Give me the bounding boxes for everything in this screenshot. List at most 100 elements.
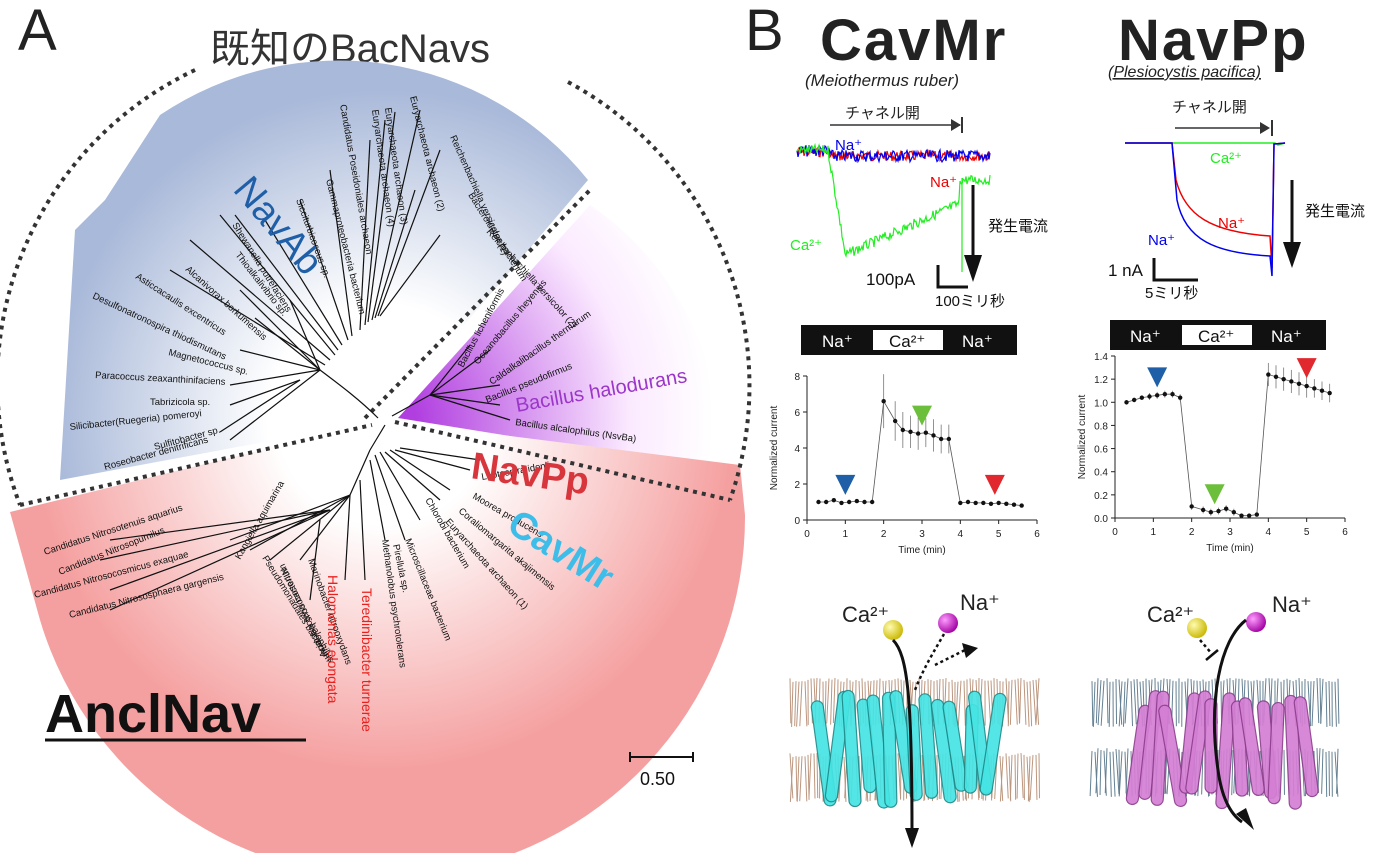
data-point [1162,391,1168,397]
lipid-tail [795,756,798,802]
x-tick-label: 1 [843,529,849,540]
ancinav-label: AnclNav [45,684,261,744]
data-point [1312,386,1317,391]
x-tick-label: 4 [1266,527,1272,538]
navpp-trace-red [1125,142,1286,269]
data-point [1319,388,1325,393]
lipid-tail [1124,678,1129,724]
cavmr-na-dotted-arrow-2 [934,648,966,667]
data-point [1327,390,1332,396]
dotted-divider-left [19,423,373,507]
data-point [1147,394,1152,399]
data-point [869,499,875,505]
data-point [1124,400,1129,405]
scale-bar: 0.50 [629,752,694,789]
lipid-tail [830,679,833,725]
data-point [1177,395,1183,400]
time-marker-triangle [912,405,932,426]
protein-helix [1158,704,1188,808]
cavmr-normalized-current-chart: 0 1 2 3 4 5 6 0 2 4 6 8 Time (min) Normalized current [769,372,1040,556]
data-point [881,399,886,404]
tree-branches-bacillus [391,344,511,421]
cavmr-traces: チャネル開 Na⁺ Na⁺ Ca²⁺ 発生電流 100pA 100ミリ秒 [790,105,1048,310]
cavmr-ca-permeation-arrow [891,638,914,836]
lipid-tail [804,756,808,802]
data-point [1266,372,1271,377]
y-tick-label: 0 [794,516,800,527]
x-axis-label: Time (min) [898,545,945,556]
navpp-title: NavPp [1118,8,1309,73]
data-point [816,499,821,505]
lipid-tail [999,756,1004,802]
lipid-tail [1017,678,1021,724]
lipid-tail [796,756,800,802]
cavmr-solution-bar: Na⁺ Ca²⁺ Na⁺ [801,325,1017,355]
data-point [1304,383,1309,389]
protein-helix [942,700,968,792]
y-tick-label: 6 [794,408,800,419]
lipid-tail [1336,748,1339,794]
solution-label: Na⁺ [1130,327,1161,346]
data-point [1170,391,1175,397]
tree-branches-navab [169,109,441,441]
navpp-species: (Plesiocystis pacifica) [1108,64,1261,81]
lipid-tail [1115,679,1118,725]
lipid-tail [808,753,812,799]
data-point [931,433,936,438]
calcium-ion-icon [883,620,903,640]
data-point [1254,512,1260,517]
cavmr-scale-bar [936,265,968,289]
y-tick-label: 1.4 [1094,352,1108,363]
lipid-tail [1325,751,1328,797]
y-tick-label: 0.6 [1094,445,1108,456]
lipid-tail [1035,754,1038,800]
y-tick-label: 8 [794,372,800,383]
data-point [1200,507,1206,513]
lipid-tail [987,680,992,726]
data-point [988,501,994,506]
x-tick-label: 3 [919,529,925,540]
cavmr-scale-y: 100pA [866,270,916,289]
lipid-tail [1133,679,1137,725]
data-point [1289,379,1294,384]
lipid-tail [1089,751,1093,797]
ancinav-sector [10,420,746,853]
cavmr-structure: Ca²⁺ Na⁺ [789,590,1040,848]
lipid-tail [1026,681,1030,727]
data-point [915,431,921,436]
sodium-ion-icon [1246,612,1266,632]
protein-helix [979,692,1007,796]
data-point [973,500,978,506]
x-tick-label: 6 [1342,527,1348,538]
navpp-trace-label-na-red: Na⁺ [1218,215,1245,232]
data-point [981,500,986,506]
leaf-labels-highlight: Halomonas elongata Teredinibacter turner… [325,575,375,732]
leaf-label-highlight: Halomonas elongata [325,575,341,704]
cavmr-trace-blue [796,144,991,164]
lipid-tail [816,753,819,799]
protein-helix [1238,697,1265,796]
x-tick-label: 6 [1034,529,1040,540]
data-point [1296,381,1302,386]
cavmr-trace-label-na: Na⁺ [835,137,862,154]
lipid-tail [1032,680,1037,726]
data-point [862,499,867,505]
lipid-tail [1334,681,1337,727]
data-point [938,436,944,442]
solution-label: Na⁺ [962,332,993,351]
data-point [1154,393,1160,398]
scale-bar-value: 0.50 [640,769,675,789]
navpp-scale-y: 1 nA [1108,261,1144,280]
lipid-tail [1115,748,1120,795]
navpp-normalized-current-chart: 0 1 2 3 4 5 6 0.0 0.2 0.4 0.6 0.8 1.0 1.2 1.4 Time (min… [1077,352,1348,554]
calcium-ion-icon [1187,618,1207,638]
lipid-tail [1321,748,1324,794]
lipid-tail [1325,681,1328,727]
lipid-tail [1029,681,1033,727]
data-point [839,500,844,506]
leaf-label: Tabrizicola sp. [150,397,210,408]
navpp-trace-label-ca: Ca²⁺ [1210,150,1242,167]
lipid-tail [1130,681,1134,727]
navpp-na-permeation-arrow [1212,618,1247,824]
y-tick-label: 2 [794,480,800,491]
